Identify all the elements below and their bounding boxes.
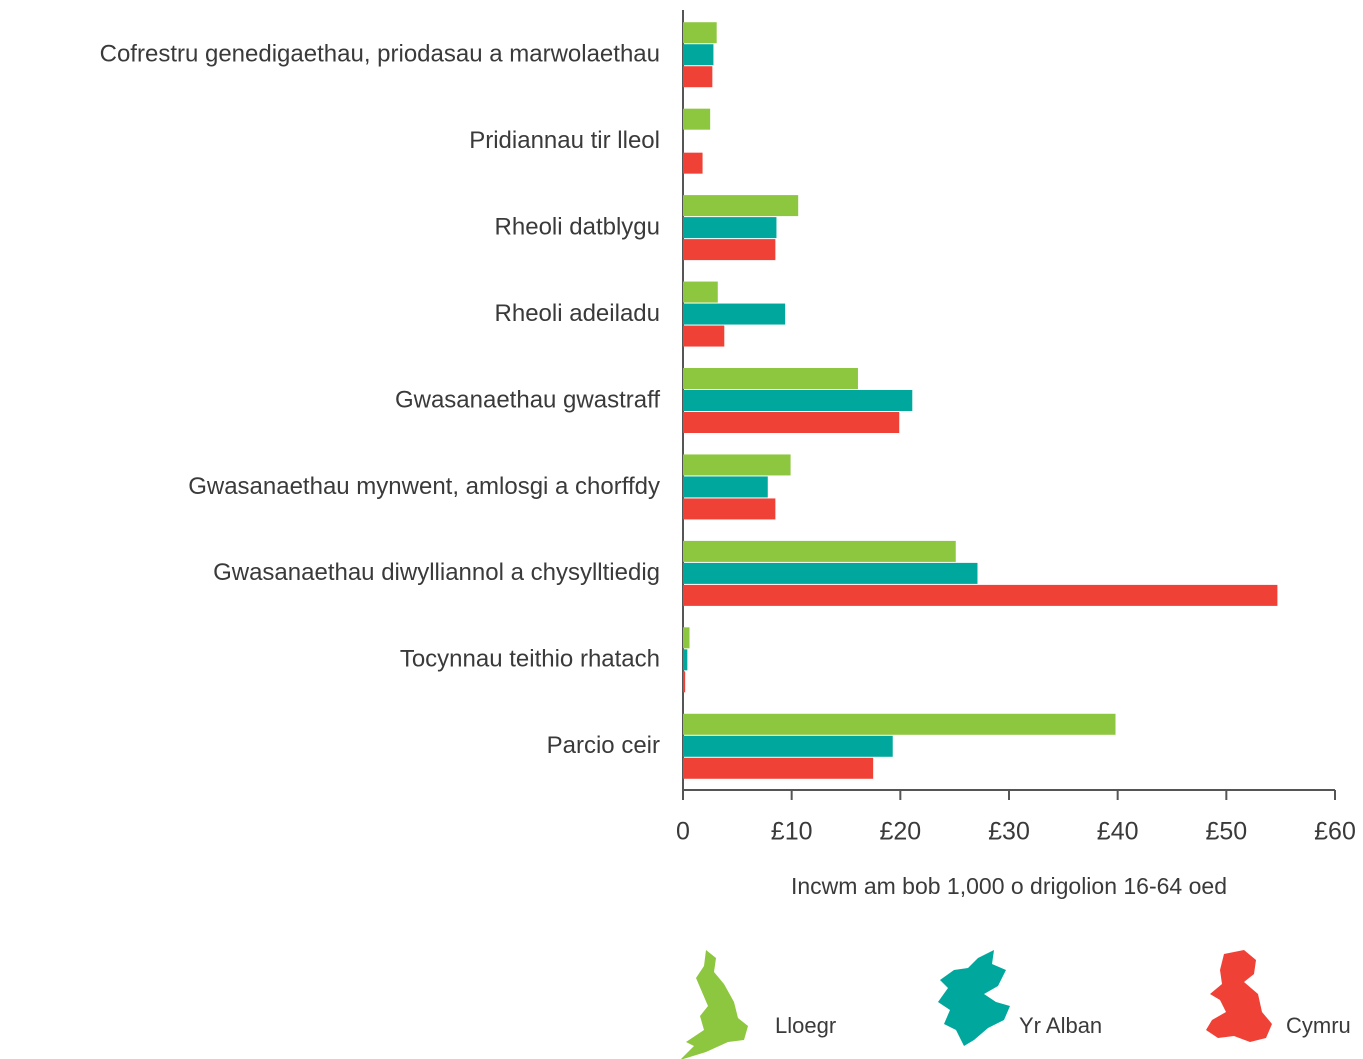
legend-label: Lloegr <box>775 1013 836 1038</box>
bar <box>683 22 717 44</box>
bar <box>683 44 714 66</box>
legend-label: Cymru <box>1286 1013 1351 1038</box>
category-label: Gwasanaethau diwylliannol a chysylltiedi… <box>213 559 660 586</box>
x-tick-label: £10 <box>771 818 813 846</box>
bar <box>683 152 703 174</box>
category-label: Tocynnau teithio rhatach <box>400 646 660 673</box>
bar <box>683 540 956 562</box>
category-label: Gwasanaethau mynwent, amlosgi a chorffdy <box>188 473 660 500</box>
legend-icon <box>938 950 1010 1046</box>
legend-icon <box>1206 950 1272 1042</box>
bar <box>683 498 776 520</box>
category-label: Parcio ceir <box>547 732 660 759</box>
x-tick-label: 0 <box>676 818 690 846</box>
bar <box>683 562 978 584</box>
bar <box>683 412 900 433</box>
category-label: Gwasanaethau gwastraff <box>395 386 660 413</box>
bar <box>683 627 690 649</box>
category-label: Cofrestru genedigaethau, priodasau a mar… <box>100 41 660 68</box>
bar <box>683 303 786 325</box>
bar <box>683 325 725 347</box>
x-tick-label: £60 <box>1314 818 1356 846</box>
category-label: Rheoli adeiladu <box>495 300 660 327</box>
bar <box>683 476 768 498</box>
bar <box>683 239 776 261</box>
bar <box>683 671 686 693</box>
x-axis-label: Incwm am bob 1,000 o drigolion 16-64 oed <box>791 873 1227 899</box>
bar <box>683 108 711 130</box>
bar <box>683 217 777 239</box>
x-tick-label: £30 <box>988 818 1030 846</box>
bar <box>683 454 791 476</box>
category-label: Pridiannau tir lleol <box>469 127 660 154</box>
bar <box>683 281 718 303</box>
bar <box>683 368 858 389</box>
bar <box>683 584 1278 606</box>
legend-icon <box>681 950 748 1059</box>
bar <box>683 757 874 779</box>
category-label: Rheoli datblygu <box>495 213 660 240</box>
bar <box>683 66 713 88</box>
x-tick-label: £40 <box>1097 818 1139 846</box>
bar <box>683 735 893 757</box>
x-tick-label: £20 <box>879 818 921 846</box>
bar <box>683 195 799 217</box>
bar <box>683 713 1116 735</box>
bar <box>683 390 913 411</box>
x-tick-label: £50 <box>1205 818 1247 846</box>
legend-label: Yr Alban <box>1019 1013 1102 1038</box>
bar <box>683 649 688 671</box>
